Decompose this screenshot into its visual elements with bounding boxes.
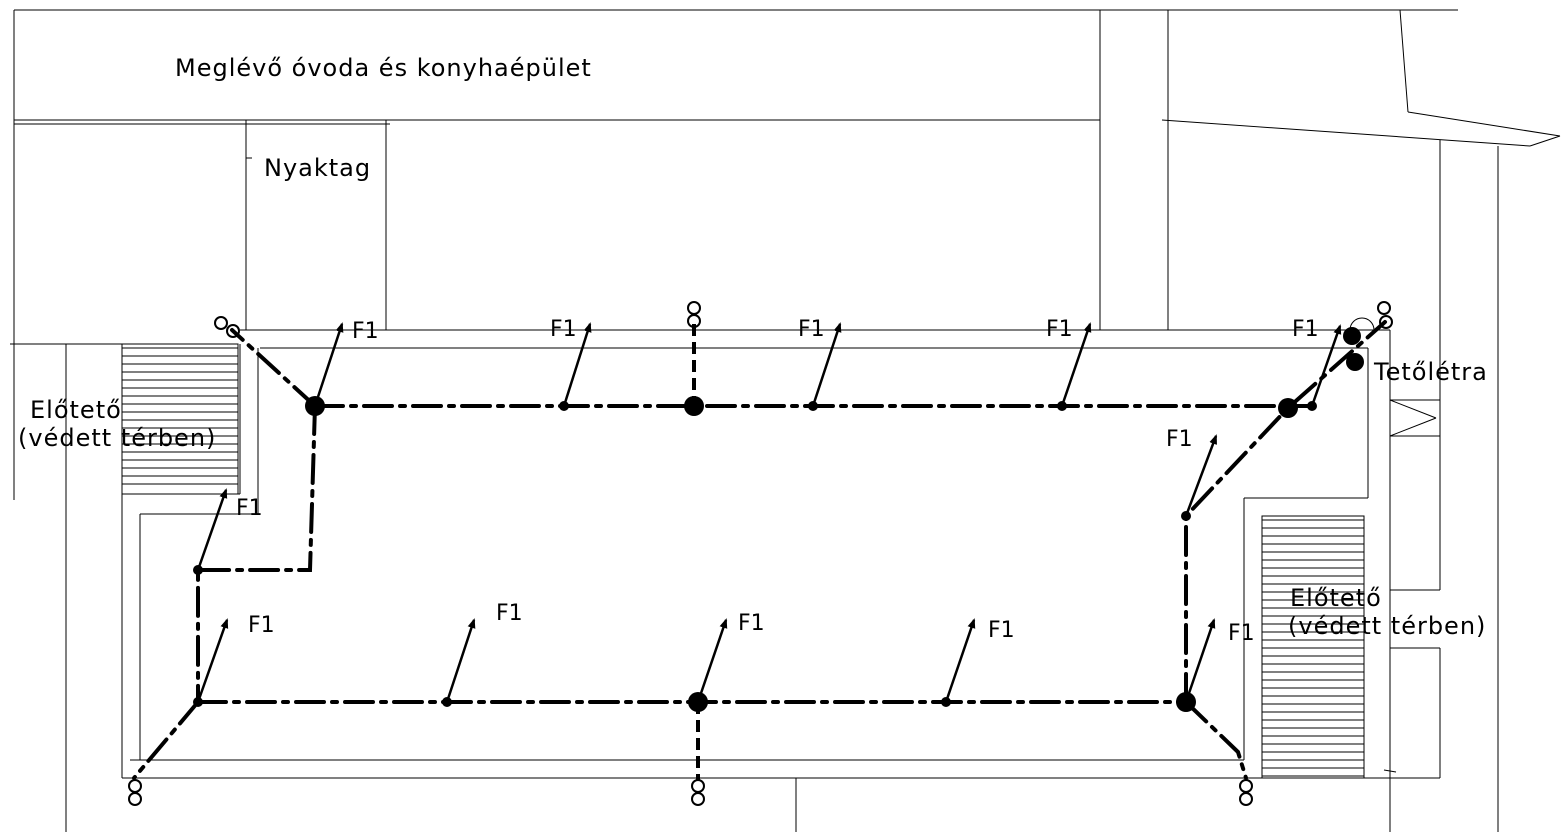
air-terminal-label: F1 xyxy=(352,319,379,344)
air-terminal-rod xyxy=(445,618,476,703)
air-terminal-label: F1 xyxy=(1228,621,1255,646)
air-terminal-rod xyxy=(811,322,842,407)
air-terminal-label: F1 xyxy=(236,496,263,521)
air-terminal-rod xyxy=(196,488,228,571)
air-terminal-label: F1 xyxy=(496,601,523,626)
air-terminal-label: F1 xyxy=(1046,317,1073,342)
air-terminal-rod xyxy=(944,618,976,703)
canopy-left-label-1: Előtető xyxy=(30,396,122,424)
air-terminal-rod xyxy=(1310,324,1342,407)
air-terminal-label: F1 xyxy=(798,317,825,342)
air-terminal-rod xyxy=(313,322,344,407)
junctions xyxy=(193,327,1364,712)
air-terminal-rod xyxy=(1184,434,1218,517)
labels: Meglévő óvoda és konyhaépület Nyaktag El… xyxy=(18,54,1488,640)
air-terminal-label: F1 xyxy=(550,317,577,342)
air-terminal-label: F1 xyxy=(248,613,275,638)
air-terminal-label: F1 xyxy=(1166,427,1193,452)
air-terminal-rod xyxy=(1184,618,1216,703)
air-terminal-rod xyxy=(696,618,728,703)
canopy-left-hatch xyxy=(121,343,239,495)
neck-label: Nyaktag xyxy=(264,154,371,182)
canopy-right-label-1: Előtető xyxy=(1290,584,1382,612)
canopy-right-hatch xyxy=(1261,515,1365,779)
down-conductors xyxy=(692,324,700,780)
building-outlines xyxy=(10,9,1561,832)
roof-ladder-label: Tetőlétra xyxy=(1373,358,1488,386)
air-terminal-rod xyxy=(1060,322,1092,407)
existing-building-label: Meglévő óvoda és konyhaépület xyxy=(175,54,592,82)
air-terminal-label: F1 xyxy=(1292,317,1319,342)
canopy-right-label-2: (védett térben) xyxy=(1288,612,1486,640)
air-terminals: F1 F1 F1 F1 F1 F1 F1 F1 F1 F1 F1 F1 xyxy=(196,317,1342,703)
air-terminal-rod xyxy=(196,618,229,703)
air-terminal-rod xyxy=(562,322,592,407)
roof-conductors xyxy=(132,320,1387,780)
earth-connection-points xyxy=(128,301,1393,806)
air-terminal-label: F1 xyxy=(738,611,765,636)
canopy-left-label-2: (védett térben) xyxy=(18,424,216,452)
air-terminal-label: F1 xyxy=(988,618,1015,643)
